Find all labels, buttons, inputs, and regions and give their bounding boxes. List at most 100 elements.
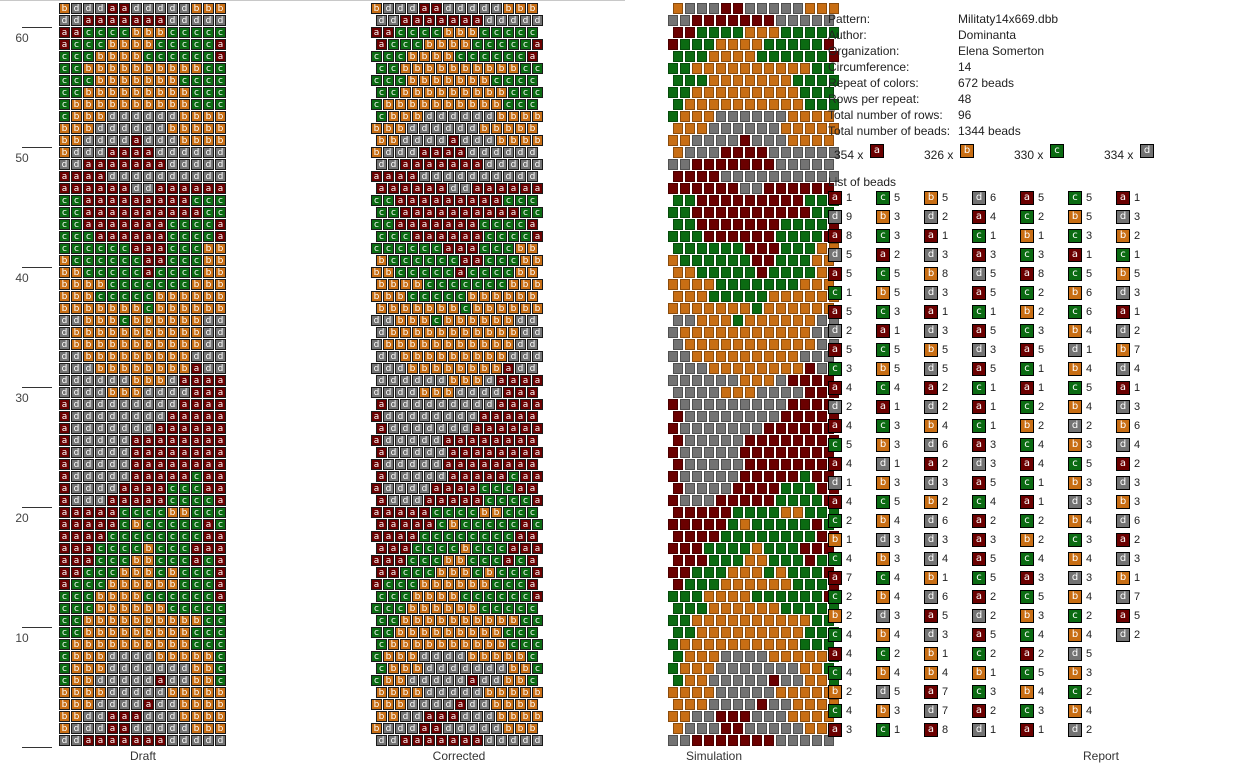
bead-cell[interactable]: a (215, 435, 226, 446)
simulated-bead[interactable] (709, 267, 719, 278)
simulated-bead[interactable] (745, 699, 755, 710)
bead-cell[interactable]: b (419, 75, 430, 86)
bead-cell[interactable]: b (203, 675, 214, 686)
simulated-bead[interactable] (793, 147, 803, 158)
simulated-bead[interactable] (697, 411, 707, 422)
simulated-bead[interactable] (812, 663, 822, 674)
bead-cell[interactable]: b (443, 387, 454, 398)
bead-cell[interactable]: d (412, 375, 423, 386)
simulated-bead[interactable] (673, 51, 683, 62)
bead-cell[interactable]: c (412, 543, 423, 554)
simulated-bead[interactable] (733, 291, 743, 302)
bead-cell[interactable]: c (203, 507, 214, 518)
simulated-bead[interactable] (685, 339, 695, 350)
bead-cell[interactable]: b (71, 99, 82, 110)
simulated-bead[interactable] (733, 267, 743, 278)
simulated-bead[interactable] (781, 435, 791, 446)
bead-cell[interactable]: b (460, 327, 471, 338)
bead-cell[interactable]: d (59, 15, 70, 26)
bead-cell[interactable]: b (167, 339, 178, 350)
bead-cell[interactable]: b (167, 351, 178, 362)
simulated-bead[interactable] (692, 303, 702, 314)
simulated-bead[interactable] (764, 687, 774, 698)
bead-cell[interactable]: a (143, 471, 154, 482)
bead-cell[interactable]: b (155, 327, 166, 338)
simulated-bead[interactable] (776, 207, 786, 218)
bead-cell[interactable]: d (83, 723, 94, 734)
bead-cell[interactable]: d (83, 375, 94, 386)
simulated-bead[interactable] (812, 519, 822, 530)
simulated-bead[interactable] (692, 351, 702, 362)
bead-cell[interactable]: a (143, 207, 154, 218)
bead-cell[interactable]: b (167, 567, 178, 578)
bead-cell[interactable]: a (400, 735, 411, 746)
simulated-bead[interactable] (680, 207, 690, 218)
bead-cell[interactable]: c (143, 507, 154, 518)
bead-cell[interactable]: b (520, 135, 531, 146)
simulated-bead[interactable] (817, 579, 827, 590)
bead-cell[interactable]: d (436, 447, 447, 458)
bead-cell[interactable]: d (388, 423, 399, 434)
bead-cell[interactable]: d (467, 3, 478, 14)
bead-cell[interactable]: c (503, 531, 514, 542)
simulated-bead[interactable] (788, 351, 798, 362)
bead-cell[interactable]: a (532, 567, 543, 578)
bead-cell[interactable]: b (131, 627, 142, 638)
bead-cell[interactable]: b (412, 351, 423, 362)
bead-cell[interactable]: b (95, 663, 106, 674)
simulated-bead[interactable] (793, 75, 803, 86)
simulated-bead[interactable] (668, 519, 678, 530)
simulated-bead[interactable] (721, 147, 731, 158)
bead-cell[interactable]: a (167, 435, 178, 446)
simulated-bead[interactable] (812, 39, 822, 50)
bead-cell[interactable]: a (503, 459, 514, 470)
simulated-bead[interactable] (668, 279, 678, 290)
bead-cell[interactable]: a (400, 543, 411, 554)
bead-cell[interactable]: b (503, 123, 514, 134)
bead-cell[interactable]: c (167, 555, 178, 566)
simulated-bead[interactable] (740, 399, 750, 410)
bead-cell[interactable]: b (119, 591, 130, 602)
bead-cell[interactable]: d (143, 411, 154, 422)
bead-cell[interactable]: a (532, 423, 543, 434)
bead-cell[interactable]: d (431, 651, 442, 662)
bead-cell[interactable]: b (419, 387, 430, 398)
simulated-bead[interactable] (673, 147, 683, 158)
bead-cell[interactable]: c (491, 555, 502, 566)
bead-cell[interactable]: d (179, 3, 190, 14)
bead-cell[interactable]: c (155, 507, 166, 518)
bead-cell[interactable]: d (431, 459, 442, 470)
bead-cell[interactable]: b (155, 87, 166, 98)
bead-cell[interactable]: a (191, 447, 202, 458)
bead-cell[interactable]: a (472, 735, 483, 746)
bead-cell[interactable]: b (131, 87, 142, 98)
simulated-bead[interactable] (685, 195, 695, 206)
bead-cell[interactable]: d (59, 363, 70, 374)
bead-cell[interactable]: a (419, 219, 430, 230)
simulated-bead[interactable] (745, 339, 755, 350)
bead-cell[interactable]: b (479, 315, 490, 326)
bead-cell[interactable]: b (484, 327, 495, 338)
bead-cell[interactable]: d (71, 15, 82, 26)
simulated-bead[interactable] (685, 291, 695, 302)
simulated-bead[interactable] (805, 579, 815, 590)
bead-cell[interactable]: a (491, 195, 502, 206)
bead-cell[interactable]: b (191, 315, 202, 326)
simulated-bead[interactable] (709, 675, 719, 686)
bead-cell[interactable]: c (520, 39, 531, 50)
bead-cell[interactable]: b (59, 135, 70, 146)
bead-cell[interactable]: c (479, 531, 490, 542)
simulated-bead[interactable] (800, 183, 810, 194)
bead-cell[interactable]: c (491, 579, 502, 590)
bead-cell[interactable]: c (472, 519, 483, 530)
simulated-bead[interactable] (709, 699, 719, 710)
bead-cell[interactable]: d (424, 135, 435, 146)
bead-cell[interactable]: c (388, 591, 399, 602)
simulated-bead[interactable] (721, 219, 731, 230)
simulated-bead[interactable] (805, 195, 815, 206)
simulated-bead[interactable] (668, 735, 678, 746)
simulated-bead[interactable] (673, 507, 683, 518)
bead-cell[interactable]: c (515, 555, 526, 566)
simulated-bead[interactable] (692, 135, 702, 146)
bead-cell[interactable]: d (455, 411, 466, 422)
